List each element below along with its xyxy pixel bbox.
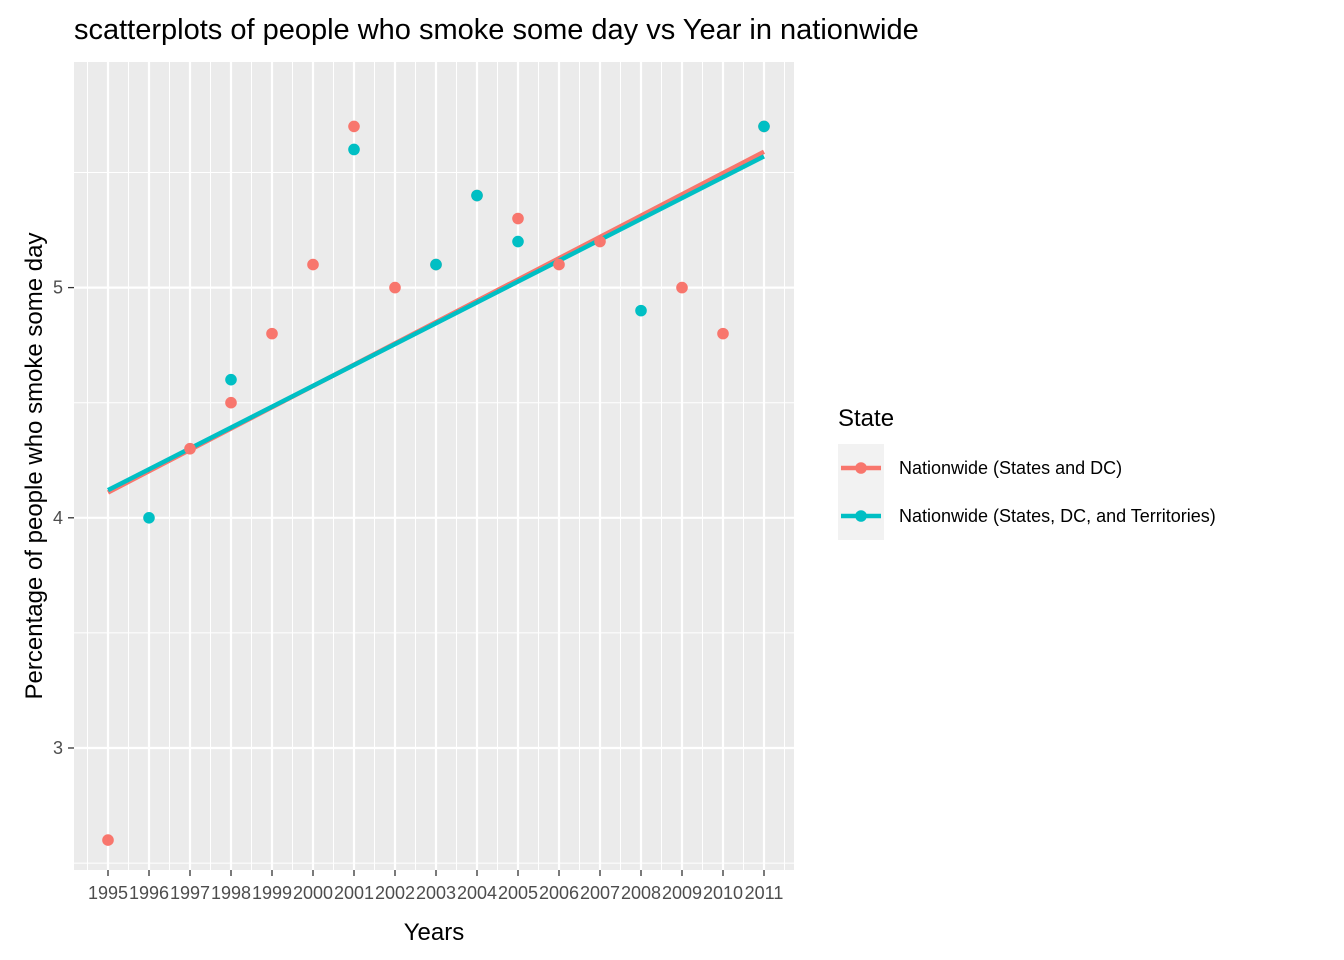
- y-axis-title: Percentage of people who smoke some day: [21, 233, 48, 700]
- x-tick-label: 2004: [457, 883, 497, 903]
- x-tick-label: 1995: [88, 883, 128, 903]
- y-axis: 3 4 5: [53, 278, 74, 758]
- data-point-series-1: [717, 327, 729, 340]
- data-point-series-2: [758, 120, 770, 133]
- x-tick-label: 2007: [580, 883, 620, 903]
- data-point-series-2: [635, 304, 647, 317]
- x-tick-label: 2005: [498, 883, 538, 903]
- data-point-series-1: [389, 281, 401, 294]
- data-point-series-2: [225, 373, 237, 386]
- data-point-series-1: [184, 442, 196, 455]
- y-tick-label: 4: [53, 508, 63, 528]
- chart-title: scatterplots of people who smoke some da…: [74, 14, 919, 46]
- legend-label: Nationwide (States and DC): [899, 458, 1122, 478]
- data-point-series-1: [553, 258, 565, 271]
- legend-label: Nationwide (States, DC, and Territories): [899, 506, 1216, 526]
- data-points: [102, 120, 770, 846]
- trend-line-series-2: [106, 154, 766, 493]
- data-point-series-1: [266, 327, 278, 340]
- data-point-series-2: [430, 258, 442, 271]
- x-tick-label: 2008: [621, 883, 661, 903]
- x-axis: 1995 1996 1997 1998 1999 2000 2001 2002 2003 2004…: [88, 870, 783, 903]
- x-tick-label: 2000: [293, 883, 333, 903]
- legend-items: Nationwide (States and DC) Nationwide (St…: [838, 444, 1216, 540]
- x-axis-title: Years: [404, 919, 465, 946]
- x-tick-label: 2010: [703, 883, 743, 903]
- major-grid: [74, 62, 794, 870]
- x-tick-label: 2003: [416, 883, 456, 903]
- legend-key-point: [855, 510, 867, 522]
- x-tick-label: 2002: [375, 883, 415, 903]
- data-point-series-1: [348, 120, 360, 133]
- minor-grid: [74, 62, 794, 870]
- data-point-series-1: [594, 235, 606, 248]
- data-point-series-2: [348, 143, 360, 156]
- data-point-series-1: [307, 258, 319, 271]
- legend: State Nationwide (States and DC)Nationwi…: [838, 405, 1216, 540]
- x-tick-label: 2001: [334, 883, 374, 903]
- legend-key-point: [855, 462, 867, 474]
- y-tick-label: 5: [53, 278, 63, 298]
- x-tick-label: 1999: [252, 883, 292, 903]
- y-tick-label: 3: [53, 738, 63, 758]
- x-tick-label: 2011: [745, 883, 784, 903]
- data-point-series-1: [102, 834, 114, 846]
- data-point-series-1: [676, 281, 688, 294]
- x-tick-label: 1998: [211, 883, 251, 903]
- x-tick-label: 2006: [539, 883, 579, 903]
- x-tick-label: 1997: [170, 883, 210, 903]
- data-point-series-2: [512, 235, 524, 248]
- data-point-series-2: [471, 189, 483, 202]
- trend-lines: [106, 149, 766, 495]
- legend-title: State: [838, 405, 894, 432]
- x-tick-label: 1996: [129, 883, 169, 903]
- data-point-series-1: [512, 212, 524, 225]
- x-tick-label: 2009: [662, 883, 702, 903]
- data-point-series-2: [143, 511, 155, 524]
- data-point-series-1: [225, 396, 237, 409]
